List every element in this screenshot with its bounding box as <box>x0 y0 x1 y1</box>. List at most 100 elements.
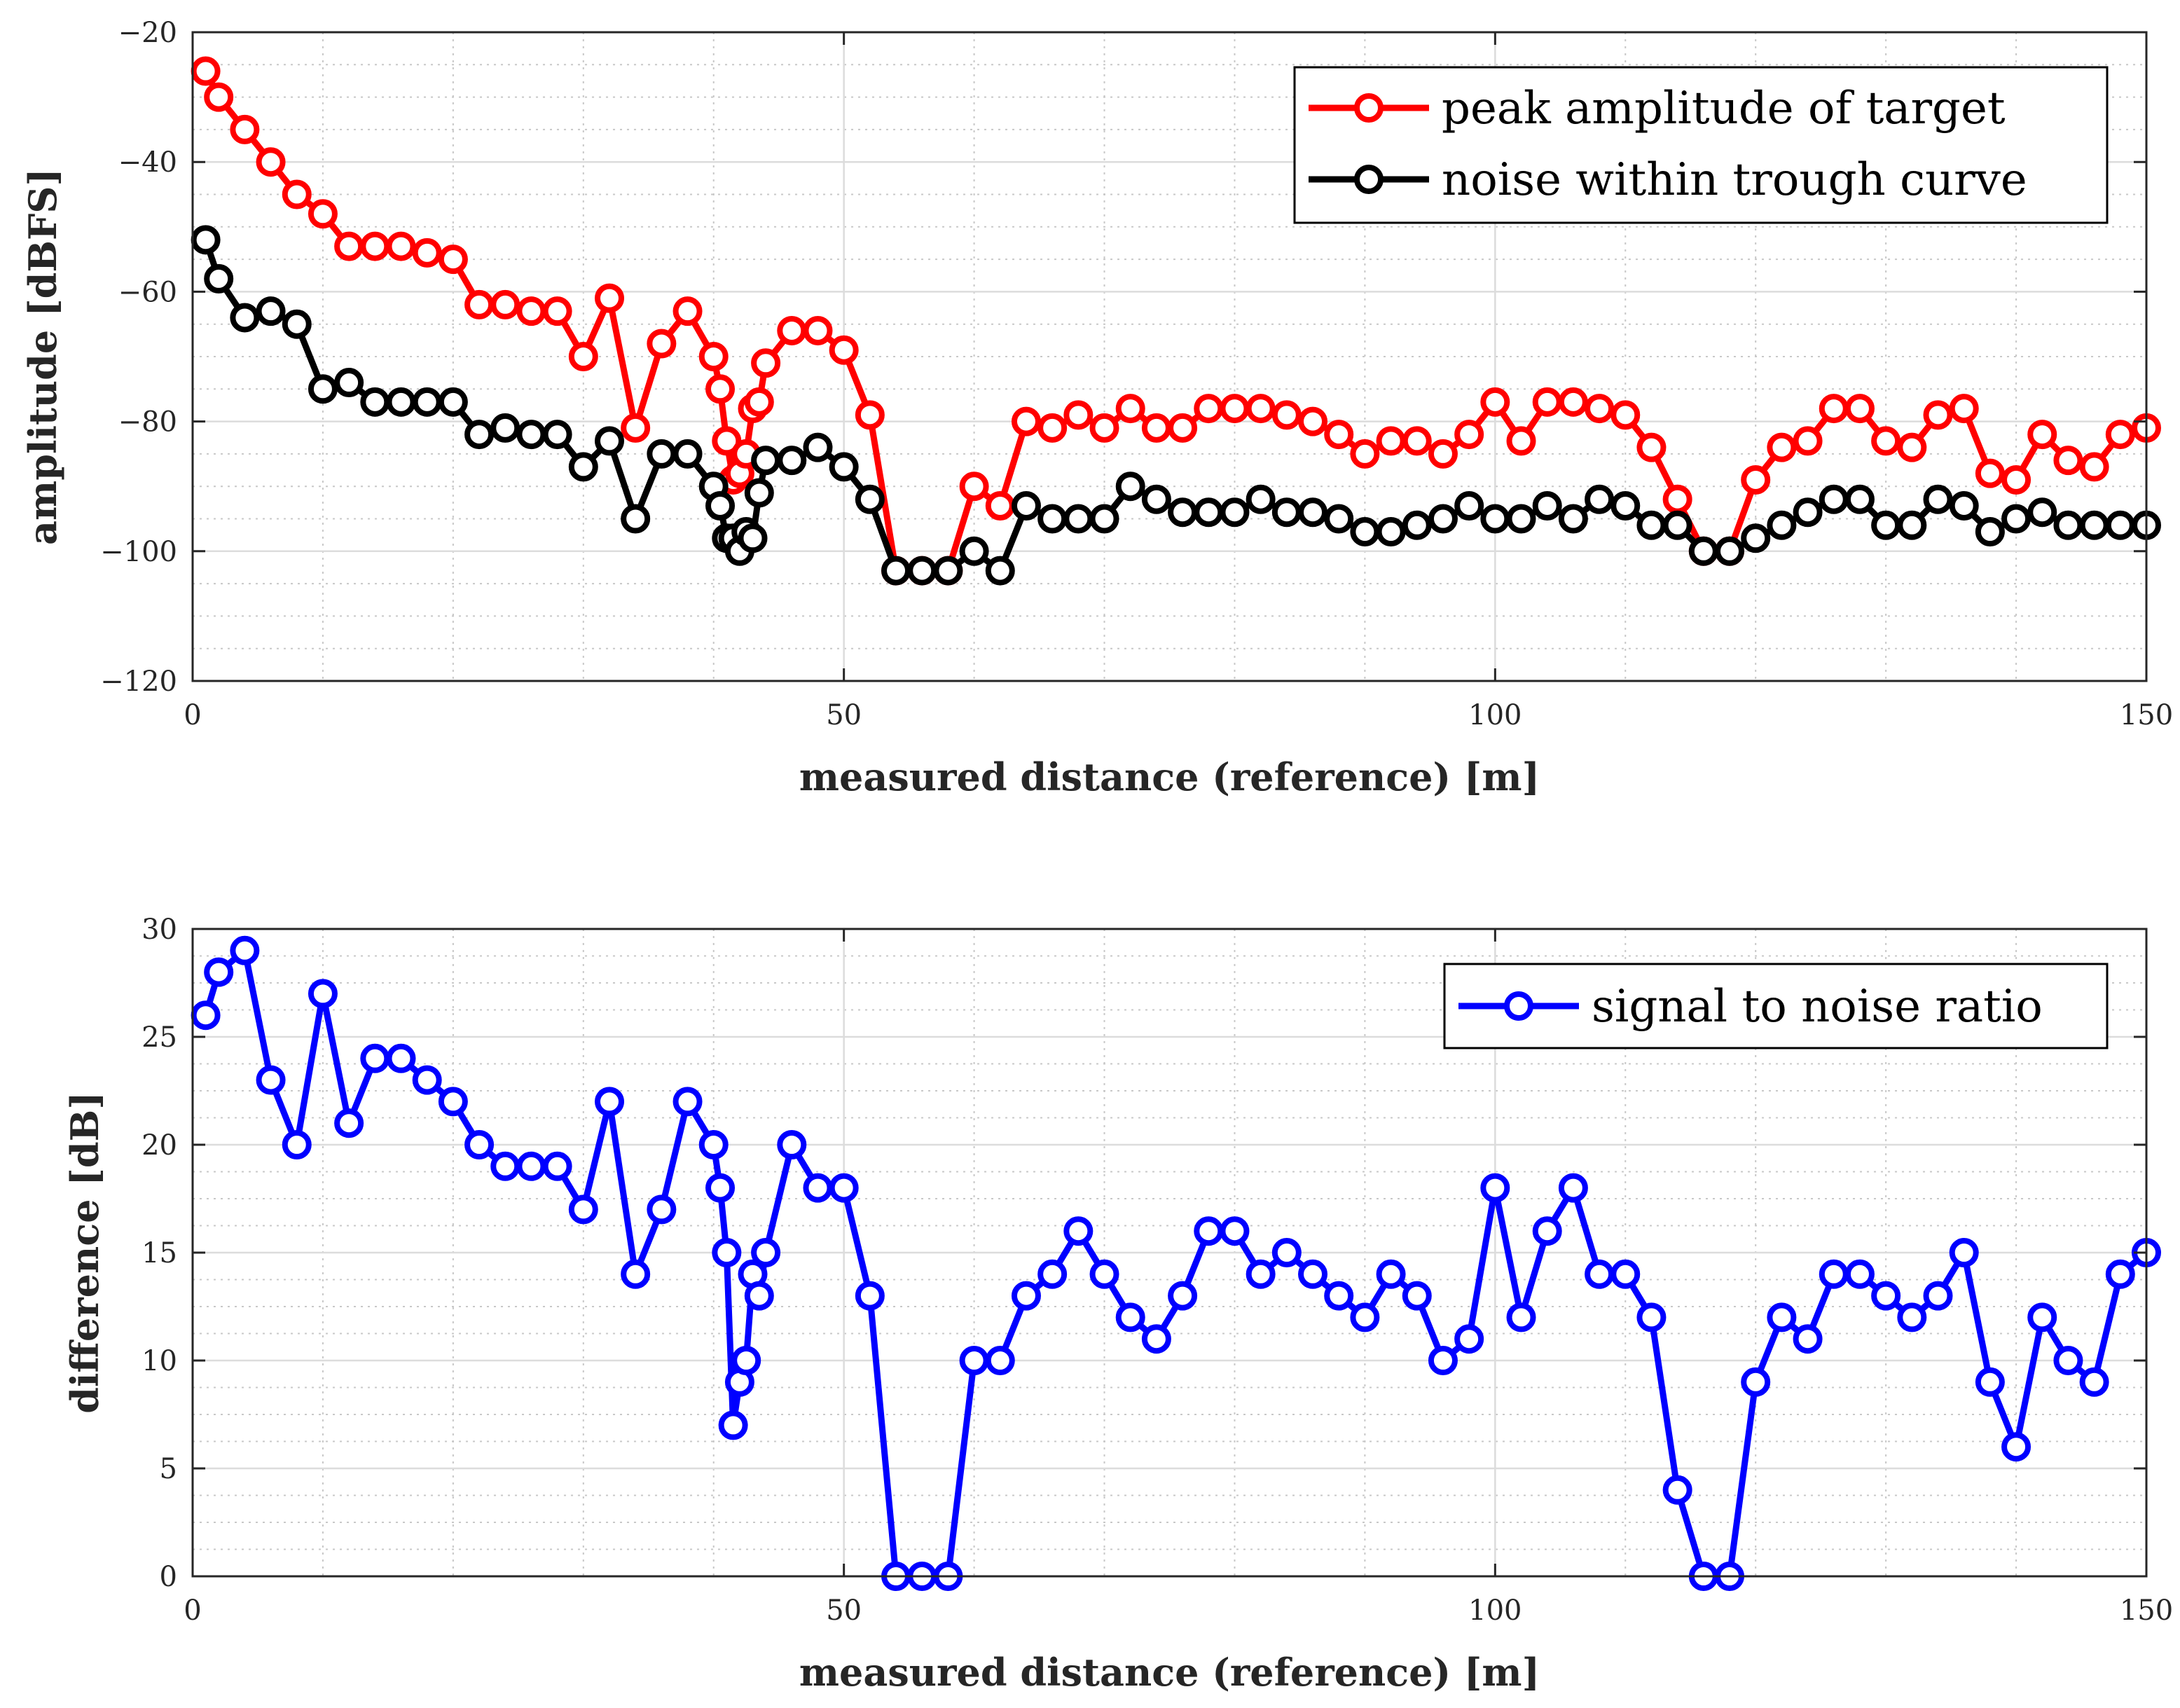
amplitude-data-point <box>490 289 520 319</box>
amplitude-data-point <box>1793 497 1823 528</box>
amplitude-data-point <box>334 231 364 261</box>
snr-data-point <box>1141 1324 1171 1354</box>
amplitude-data-point <box>1558 504 1588 534</box>
amplitude-data-point <box>1089 413 1119 443</box>
x-tick-label: 0 <box>184 1595 201 1627</box>
amplitude-data-point <box>204 263 234 294</box>
snr-data-point <box>1194 1216 1224 1246</box>
amplitude-data-point <box>855 400 885 430</box>
amplitude-data-point <box>256 296 286 326</box>
amplitude-data-point <box>594 283 624 313</box>
amplitude-data-point <box>1037 504 1068 534</box>
amplitude-data-point <box>1141 484 1171 514</box>
snr-data-point <box>751 1238 781 1267</box>
amplitude-data-point <box>282 179 312 209</box>
amplitude-data-point <box>1376 517 1406 547</box>
snr-data-point <box>647 1194 677 1225</box>
snr-data-point <box>744 1281 774 1311</box>
snr-data-point <box>230 935 260 965</box>
snr-legend-marker <box>1504 991 1533 1021</box>
y-tick-label: 30 <box>142 914 177 946</box>
amplitude-data-point <box>803 315 833 345</box>
amplitude-data-point <box>230 303 260 333</box>
amplitude-data-point <box>2001 504 2031 534</box>
amplitude-legend-marker <box>1354 93 1384 123</box>
amplitude-data-point <box>1063 400 1094 430</box>
snr-data-point <box>2001 1432 2031 1462</box>
amplitude-legend-label: noise within trough curve <box>1442 154 2027 206</box>
snr-data-point <box>777 1130 807 1159</box>
snr-data-point <box>490 1151 520 1181</box>
snr-data-point <box>1506 1302 1536 1332</box>
amplitude-data-point <box>490 413 520 443</box>
amplitude-data-point <box>959 536 989 566</box>
snr-data-point <box>1793 1324 1823 1354</box>
snr-data-point <box>204 957 234 987</box>
amplitude-data-point <box>568 342 598 371</box>
x-tick-label: 0 <box>184 699 201 731</box>
snr-data-point <box>1610 1259 1641 1289</box>
amplitude-data-point <box>1350 439 1380 469</box>
amplitude-data-point <box>1636 510 1667 540</box>
snr-data-point <box>1741 1367 1771 1397</box>
amplitude-data-point <box>1819 484 1849 514</box>
snr-data-point <box>672 1087 703 1117</box>
snr-data-point <box>2027 1302 2057 1332</box>
amplitude-data-point <box>1089 504 1119 534</box>
amplitude-data-point <box>516 420 546 450</box>
amplitude-data-point <box>1844 484 1875 514</box>
x-tick-label: 50 <box>826 1595 862 1627</box>
amplitude-data-point <box>1662 510 1692 540</box>
amplitude-data-point <box>2027 420 2057 450</box>
amplitude-data-point <box>985 490 1015 521</box>
amplitude-data-point <box>621 504 651 534</box>
amplitude-data-point <box>2105 420 2135 450</box>
snr-data-point <box>1298 1259 1328 1289</box>
x-tick-label: 150 <box>2120 699 2173 731</box>
snr-data-point <box>568 1194 598 1225</box>
amplitude-data-point <box>1141 413 1171 443</box>
snr-data-point <box>1350 1302 1380 1332</box>
amplitude-data-point <box>1558 387 1588 417</box>
amplitude-data-point <box>705 374 736 404</box>
snr-data-point <box>1871 1281 1901 1311</box>
amplitude-data-point <box>1923 400 1953 430</box>
y-tick-label: 10 <box>142 1345 177 1377</box>
amplitude-data-point <box>1246 394 1276 424</box>
snr-data-point <box>1168 1281 1198 1311</box>
snr-data-point <box>1271 1238 1302 1267</box>
snr-data-point <box>1246 1259 1276 1289</box>
snr-data-point <box>516 1151 546 1181</box>
snr-data-point <box>1454 1324 1484 1354</box>
snr-data-point <box>1037 1259 1068 1289</box>
amplitude-data-point <box>542 420 572 450</box>
snr-data-point <box>1844 1259 1875 1289</box>
amplitude-data-point <box>1402 426 1432 456</box>
amplitude-data-point <box>2105 510 2135 540</box>
y-tick-label: −80 <box>118 406 177 439</box>
amplitude-data-point <box>1037 413 1068 443</box>
y-tick-label: 25 <box>142 1021 177 1054</box>
y-tick-label: −60 <box>118 276 177 308</box>
amplitude-data-point <box>2027 497 2057 528</box>
snr-data-point <box>1636 1302 1667 1332</box>
snr-data-point <box>360 1043 390 1073</box>
snr-y-axis-label: difference [dB] <box>62 1091 107 1414</box>
amplitude-data-point <box>744 478 774 508</box>
amplitude-data-point <box>1454 490 1484 521</box>
snr-data-point <box>1923 1281 1953 1311</box>
amplitude-data-point <box>1271 497 1302 528</box>
snr-data-point <box>1532 1216 1562 1246</box>
snr-data-point <box>1897 1302 1927 1332</box>
snr-data-point <box>1324 1281 1354 1311</box>
amplitude-data-point <box>334 368 364 398</box>
amplitude-data-point <box>777 446 807 476</box>
snr-data-point <box>1428 1346 1458 1375</box>
amplitude-data-point <box>672 439 703 469</box>
amplitude-data-point <box>1350 517 1380 547</box>
snr-data-point <box>1402 1281 1432 1311</box>
amplitude-data-point <box>1454 420 1484 450</box>
snr-data-point <box>712 1238 742 1267</box>
amplitude-data-point <box>1376 426 1406 456</box>
